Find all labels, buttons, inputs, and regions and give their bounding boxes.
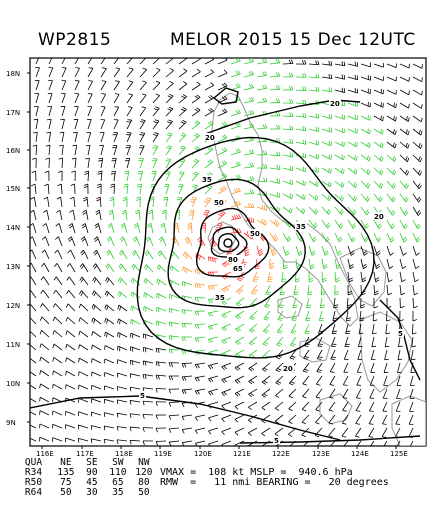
contour-label: 20	[283, 365, 293, 373]
contour-label: 65	[233, 265, 243, 273]
lat-label: 15N	[6, 185, 20, 193]
lat-label: 9N	[6, 419, 16, 427]
latitude-labels: 18N 17N 16N 15N 14N 13N 12N 11N 10N 9N	[6, 70, 20, 427]
cell-nw: 50	[131, 488, 157, 498]
cell-se: 30	[79, 488, 105, 498]
contour-label: 5	[140, 392, 145, 400]
lat-label: 16N	[6, 147, 20, 155]
rmw-bearing-line: RMW = 11 nmi BEARING = 20 degrees	[160, 478, 389, 488]
lat-label: 13N	[6, 263, 20, 271]
cell-sw: 35	[105, 488, 131, 498]
lat-label: 18N	[6, 70, 20, 78]
contour-label: 35	[296, 223, 306, 231]
contour-label: 5	[398, 330, 403, 338]
lat-label: 17N	[6, 109, 20, 117]
contour-label: 20	[374, 213, 384, 221]
lat-label: 11N	[6, 341, 20, 349]
row-label: R64	[25, 488, 53, 498]
lat-label: 10N	[6, 380, 20, 388]
lat-label: 14N	[6, 224, 20, 232]
contour-label: 35	[215, 294, 225, 302]
contour-label: 80	[228, 256, 238, 264]
contour-label: 50	[250, 230, 260, 238]
contour-label: 5	[274, 437, 279, 445]
contour-label: 35	[202, 176, 212, 184]
cell-ne: 50	[53, 488, 79, 498]
lat-label: 12N	[6, 302, 20, 310]
contour-label: 50	[214, 199, 224, 207]
contour-label: 20	[205, 134, 215, 142]
contour-label: 20	[330, 100, 340, 108]
